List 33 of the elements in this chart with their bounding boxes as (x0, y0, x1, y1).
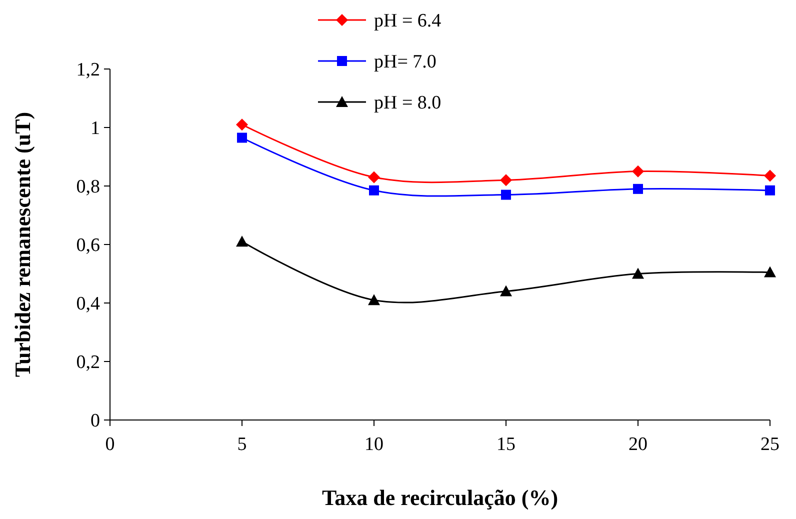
point (236, 118, 248, 131)
x-tick-label: 25 (760, 434, 780, 455)
legend-label: pH= 7.0 (374, 52, 436, 73)
x-tick-label: 5 (237, 434, 247, 455)
point (237, 132, 247, 143)
point (632, 268, 644, 279)
y-axis-title: Turbidez remanescente (uT) (10, 112, 35, 378)
y-tick-label: 0 (90, 410, 100, 432)
x-tick-label: 15 (496, 434, 516, 455)
point (369, 185, 379, 196)
y-tick-label: 0,8 (76, 176, 100, 198)
y-tick-label: 0,4 (76, 294, 100, 315)
point (501, 190, 511, 200)
y-tick-label: 1 (90, 118, 100, 140)
point (500, 285, 512, 296)
legend-label: pH = 6.4 (374, 10, 442, 32)
point (764, 170, 776, 182)
x-tick-label: 20 (628, 434, 648, 455)
point (632, 165, 644, 178)
point (368, 294, 380, 306)
y-tick-label: 0,6 (76, 235, 100, 256)
legend-label: pH = 8.0 (374, 92, 442, 114)
y-tick-label: 0,2 (76, 352, 100, 374)
point (764, 266, 776, 278)
y-tick-label: 1,2 (76, 60, 100, 81)
point (500, 174, 512, 186)
point (236, 236, 248, 247)
point (633, 184, 643, 194)
x-tick-label: 10 (364, 434, 384, 455)
point (765, 185, 775, 196)
x-axis-title: Taxa de recirculação (%) (322, 485, 558, 510)
x-tick-label: 0 (105, 434, 115, 455)
point (368, 171, 380, 184)
